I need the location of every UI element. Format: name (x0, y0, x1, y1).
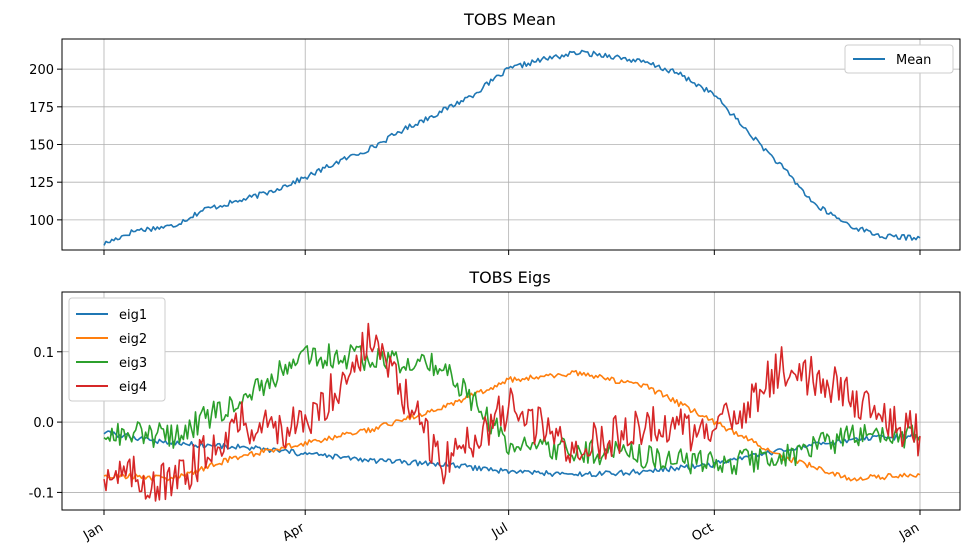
legend-label-eig1: eig1 (119, 308, 147, 323)
bottom-chart-y-ticks: -0.1 0.0 0.1 (29, 346, 62, 501)
series-line-eig3 (103, 343, 921, 476)
top-chart-lines (103, 49, 921, 246)
bottom-chart-frame (61, 291, 961, 511)
bottom-legend-box (68, 297, 166, 402)
y-tick-label: -0.1 (29, 486, 54, 501)
top-chart-grid (62, 39, 960, 250)
legend-label-eig2: eig2 (119, 332, 147, 347)
top-chart-legend: Mean (844, 44, 954, 74)
x-tick-label: Jul (489, 520, 511, 541)
y-tick-label: 175 (29, 101, 54, 116)
legend-label-eig4: eig4 (119, 380, 147, 395)
bottom-chart-legend: eig1 eig2 eig3 eig4 (68, 297, 166, 402)
legend-label-eig3: eig3 (119, 356, 147, 371)
y-tick-label: 200 (29, 63, 54, 78)
top-chart-title: TOBS Mean (463, 10, 556, 29)
bottom-legend-items: eig1 eig2 eig3 eig4 (76, 308, 147, 395)
y-tick-label: 150 (29, 139, 54, 154)
series-line-eig1 (103, 430, 921, 478)
top-legend-label-mean: Mean (896, 53, 931, 68)
top-chart-x-ticks (103, 250, 921, 255)
x-tick-label: Apr (280, 520, 308, 545)
series-line-eig4 (103, 322, 921, 502)
bottom-chart-title: TOBS Eigs (468, 268, 550, 287)
y-tick-label: 125 (29, 176, 54, 191)
x-tick-label: Jan (896, 520, 922, 544)
top-chart-y-ticks: 100 125 150 175 200 (29, 63, 62, 229)
y-tick-label: 0.1 (33, 346, 54, 361)
top-legend-box (844, 44, 954, 74)
x-tick-label: Oct (689, 520, 716, 544)
y-tick-label: 0.0 (33, 416, 54, 431)
series-line-eig2 (103, 369, 921, 482)
bottom-chart-lines (103, 322, 921, 502)
x-tick-label: Jan (80, 520, 106, 544)
bottom-chart-grid (62, 292, 960, 510)
bottom-chart-x-ticks: Jan Apr Jul Oct Jan (80, 510, 922, 545)
y-tick-label: 100 (29, 214, 54, 229)
series-line-Mean (103, 49, 921, 246)
